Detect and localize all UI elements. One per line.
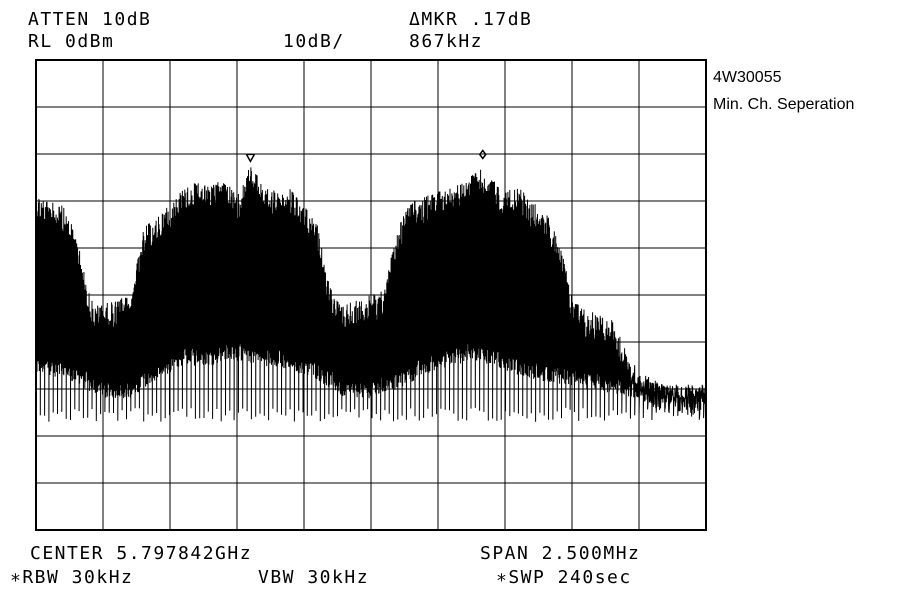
center-freq-readout: CENTER 5.797842GHz xyxy=(30,543,253,564)
rbw-readout: ∗RBW 30kHz xyxy=(10,567,134,588)
ref-level-readout: RL 0dBm xyxy=(28,31,115,52)
delta-marker-readout: ΔMKR .17dB xyxy=(409,9,533,30)
vbw-readout: VBW 30kHz xyxy=(258,567,370,588)
marker-layer xyxy=(245,149,487,163)
scale-readout: 10dB/ xyxy=(283,31,345,52)
sweep-readout: ∗SWP 240sec xyxy=(496,567,632,588)
delta-freq-readout: 867kHz xyxy=(409,31,484,52)
reference-marker xyxy=(245,153,256,163)
spectrum-trace xyxy=(35,167,707,422)
span-readout: SPAN 2.500MHz xyxy=(480,543,641,564)
atten-readout: ATTEN 10dB xyxy=(28,9,152,30)
delta-marker xyxy=(478,149,487,160)
annotation-title: Min. Ch. Seperation xyxy=(713,96,855,113)
annotation-id: 4W30055 xyxy=(713,69,782,86)
